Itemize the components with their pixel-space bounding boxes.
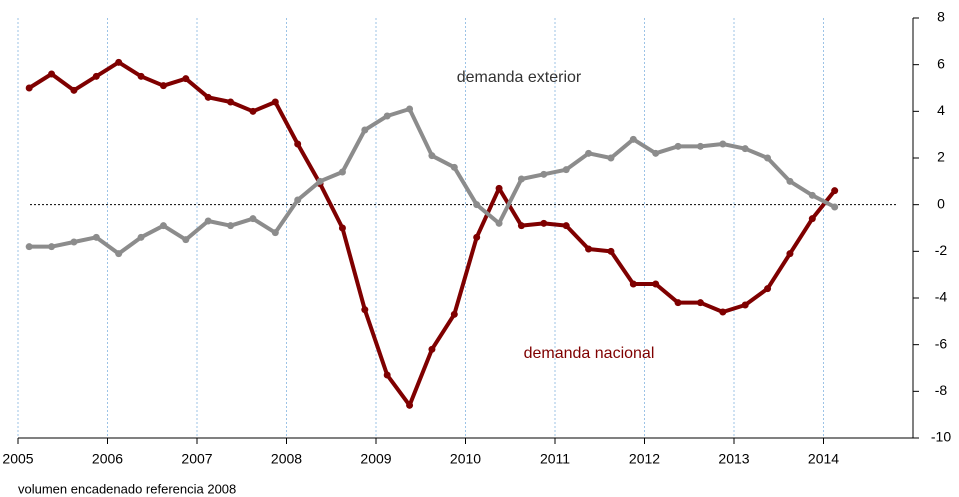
data-point xyxy=(517,175,525,183)
series-label: demanda nacional xyxy=(524,345,655,362)
data-point xyxy=(764,154,772,162)
y-tick-label: 2 xyxy=(937,149,945,165)
data-point xyxy=(204,217,212,225)
data-point xyxy=(450,310,458,318)
data-point xyxy=(652,149,660,157)
data-point xyxy=(562,166,570,174)
data-point xyxy=(204,93,212,101)
data-point xyxy=(808,215,816,223)
y-tick-label: 8 xyxy=(937,9,945,25)
data-point xyxy=(719,308,727,316)
data-point xyxy=(338,224,346,232)
data-point xyxy=(48,243,56,251)
data-point xyxy=(182,236,190,244)
x-tick-label: 2010 xyxy=(450,451,481,467)
data-point xyxy=(271,229,279,237)
data-point xyxy=(428,345,436,353)
data-point xyxy=(406,105,414,113)
x-tick-label: 2008 xyxy=(271,451,302,467)
y-tick-label: -4 xyxy=(935,289,948,305)
y-tick-label: -8 xyxy=(935,382,948,398)
data-point xyxy=(562,222,570,230)
data-point xyxy=(808,191,816,199)
data-point xyxy=(92,233,100,241)
data-point xyxy=(786,250,794,258)
data-point xyxy=(517,222,525,230)
series-line xyxy=(29,107,836,256)
data-point xyxy=(70,86,78,94)
data-point xyxy=(540,170,548,178)
data-point xyxy=(585,149,593,157)
data-point xyxy=(406,401,414,409)
footnote: volumen encadenado referencia 2008 xyxy=(18,481,236,496)
data-point xyxy=(383,371,391,379)
data-point xyxy=(540,219,548,227)
x-tick-label: 2011 xyxy=(540,451,570,467)
x-tick-label: 2005 xyxy=(2,451,33,467)
y-tick-label: 0 xyxy=(937,195,945,211)
data-point xyxy=(25,243,33,251)
x-tick-label: 2013 xyxy=(718,451,749,467)
data-point xyxy=(316,177,324,185)
data-point xyxy=(473,233,481,241)
data-point xyxy=(227,222,235,230)
data-point xyxy=(115,58,123,66)
data-point xyxy=(159,82,167,90)
y-tick-label: -10 xyxy=(931,429,951,445)
x-tick-label: 2012 xyxy=(629,451,660,467)
data-point xyxy=(25,84,33,92)
data-point xyxy=(92,72,100,80)
data-point xyxy=(696,299,704,307)
data-point xyxy=(741,145,749,153)
data-point xyxy=(831,203,839,211)
data-point xyxy=(115,250,123,258)
data-point xyxy=(294,196,302,204)
data-point xyxy=(741,301,749,309)
data-point xyxy=(249,215,257,223)
x-tick-label: 2006 xyxy=(92,451,123,467)
data-point xyxy=(383,112,391,120)
data-point xyxy=(786,177,794,185)
data-point xyxy=(696,142,704,150)
y-tick-label: -2 xyxy=(935,242,948,258)
data-point xyxy=(473,201,481,209)
data-point xyxy=(159,222,167,230)
data-point xyxy=(70,238,78,246)
data-point xyxy=(719,140,727,148)
data-point xyxy=(428,152,436,160)
data-point xyxy=(764,285,772,293)
data-point xyxy=(338,168,346,176)
y-tick-label: 4 xyxy=(937,102,945,118)
data-point xyxy=(137,72,145,80)
data-point xyxy=(227,98,235,106)
data-point xyxy=(48,70,56,78)
data-point xyxy=(674,299,682,307)
data-point xyxy=(361,306,369,314)
x-tick-label: 2014 xyxy=(808,451,839,467)
series-label: demanda exterior xyxy=(457,69,582,86)
data-point xyxy=(249,107,257,115)
data-point xyxy=(629,280,637,288)
data-point xyxy=(629,135,637,143)
data-point xyxy=(137,233,145,241)
y-tick-label: -6 xyxy=(935,335,948,351)
y-tick-label: 6 xyxy=(937,55,945,71)
x-tick-label: 2009 xyxy=(360,451,391,467)
data-point xyxy=(652,280,660,288)
data-point xyxy=(361,126,369,134)
x-tick-label: 2007 xyxy=(181,451,212,467)
data-point xyxy=(674,142,682,150)
data-point xyxy=(271,98,279,106)
data-point xyxy=(831,187,839,195)
data-point xyxy=(495,184,503,192)
data-point xyxy=(294,140,302,148)
data-point xyxy=(495,219,503,227)
data-point xyxy=(585,245,593,253)
data-point xyxy=(182,75,190,83)
data-point xyxy=(607,154,615,162)
data-point xyxy=(607,247,615,255)
data-point xyxy=(450,163,458,171)
